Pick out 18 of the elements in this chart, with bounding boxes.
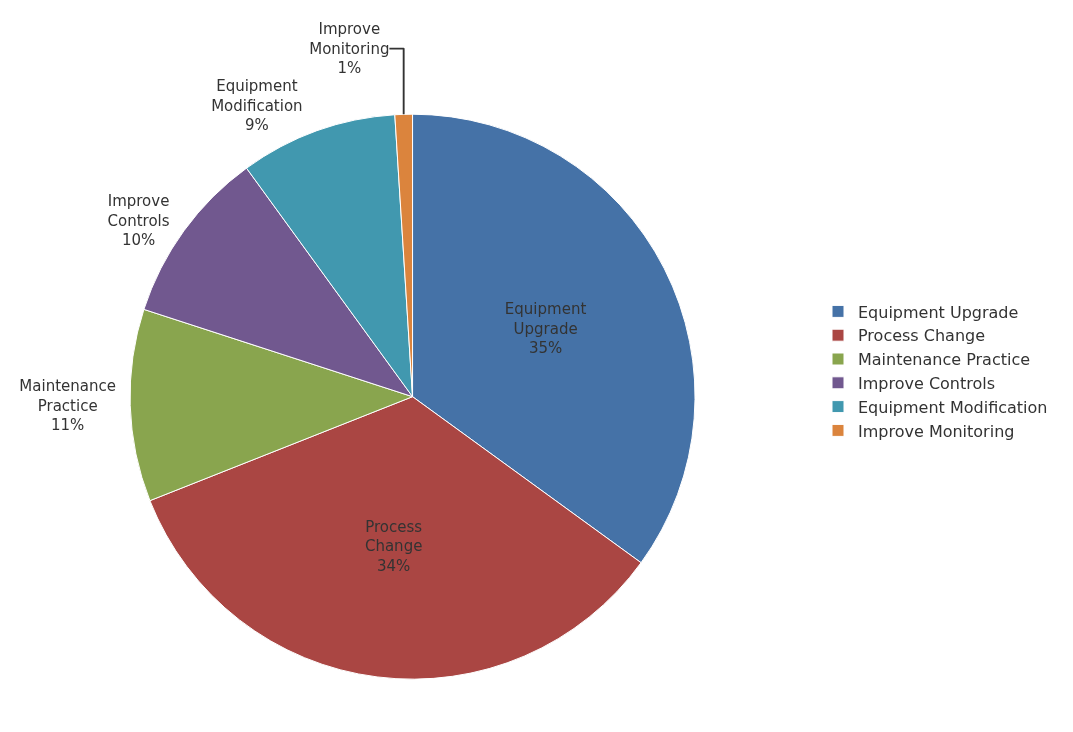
data-label: 35% (528, 339, 563, 358)
legend-label: Process Change (858, 326, 986, 346)
slice-label: Process Change (364, 517, 423, 556)
data-label: 11% (50, 416, 85, 435)
slice-label: Equipment Upgrade (504, 300, 587, 338)
data-label: 9% (244, 116, 269, 135)
slice-label: Improve Monitoring (309, 20, 390, 58)
data-label: 34% (377, 556, 411, 575)
legend-label: Maintenance Practice (858, 350, 1031, 370)
slice-label: Improve Controls (107, 192, 170, 230)
data-label: 10% (121, 231, 156, 250)
legend-label: Improve Monitoring (858, 421, 1015, 441)
legend-label: Improve Controls (858, 374, 996, 394)
data-label: 1% (337, 59, 362, 78)
legend-label: Equipment Upgrade (858, 302, 1019, 322)
slice-label: Maintenance Practice (19, 377, 116, 415)
legend-label: Equipment Modification (858, 397, 1048, 417)
slice-label: Equipment Modification (211, 77, 303, 115)
